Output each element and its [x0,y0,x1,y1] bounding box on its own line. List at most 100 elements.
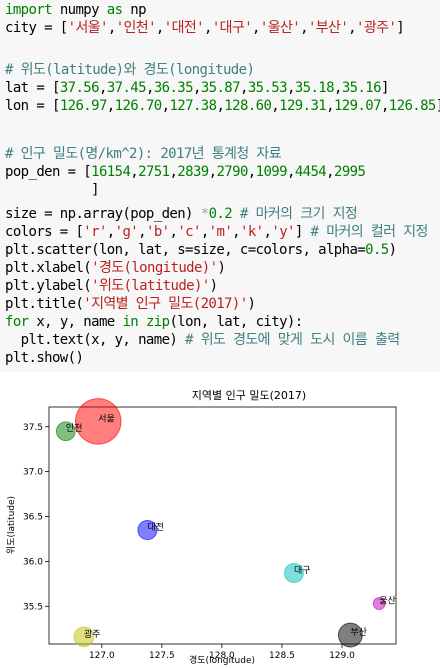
code-token: (lon, lat, city): [169,314,303,330]
code-token: ) [247,296,256,312]
code-line: plt.text(x, y, name) # 위도 경도에 맞게 도시 이름 출… [5,330,400,350]
code-token: 0.5 [365,242,389,258]
point-label: 광주 [84,628,101,640]
code-token: plt.title( [5,296,84,312]
code-line: city = ['서울','인천','대전','대구','울산','부산','광… [5,18,405,38]
code-token: 'r' [83,224,107,240]
y-axis-label: 위도(latitude) [6,496,17,554]
code-cell[interactable]: import numpy as np city = ['서울','인천','대전'… [0,0,440,372]
code-token: plt.xlabel( [5,260,92,276]
code-line: for x, y, name in zip(lon, lat, city): [5,312,303,332]
code-line: plt.scatter(lon, lat, s=size, c=colors, … [5,240,397,260]
code-token: # 마커의 컬러 지정 [310,224,429,240]
code-line: lon = [126.97,126.70,127.38,128.60,129.3… [5,96,440,116]
code-line: plt.title('지역별 인구 밀도(2017)') [5,294,256,314]
code-token: , [333,80,342,96]
code-token: '대전' [163,20,205,36]
code-token: 35.16 [341,80,382,96]
code-token: , [200,224,209,240]
y-tick-label: 37.0 [23,468,43,478]
point-label: 서울 [98,413,115,424]
code-token: ) [217,260,226,276]
code-token: , [286,164,295,180]
code-token: 2995 [333,164,366,180]
code-token: 16154 [91,164,131,180]
scatter-point [73,626,95,648]
code-line: import numpy as np [5,0,147,20]
code-token: plt.show() [5,350,84,366]
code-token: 36.35 [153,80,194,96]
code-token: '위도(latitude)' [91,278,210,294]
code-token: , [138,224,146,240]
code-token: 129.31 [279,98,327,114]
code-token: city = [ [5,20,68,36]
code-token: '부산' [307,20,349,36]
scatter-point [55,421,76,442]
code-token: , [239,80,248,96]
code-token: ] [396,20,405,36]
code-token: plt.text(x, y, name) [5,332,186,348]
code-token: , [247,164,256,180]
code-token: np [122,2,146,18]
code-token: , [300,20,308,36]
code-token [232,206,240,222]
code-token: 37.45 [106,80,147,96]
code-token: size = np.array(pop_den) [5,206,201,222]
code-token: 37.56 [59,80,100,96]
code-token: 'c' [177,224,201,240]
code-token: x, y, name [28,314,123,330]
code-token: 126.70 [114,98,163,114]
code-line: plt.xlabel('경도(longitude)') [5,258,226,278]
code-token: 127.38 [169,98,217,114]
code-line: lat = [37.56,37.45,36.35,35.87,35.53,35.… [5,78,389,98]
code-token: 'y' [271,224,295,240]
x-tick-label: 128.5 [269,651,295,661]
code-token: , [326,164,334,180]
code-token: , [98,80,107,96]
code-token: '울산' [259,20,301,36]
code-token: , [169,224,178,240]
scatter-point [137,519,158,541]
code-token: ] [380,80,389,96]
code-token: 128.60 [224,98,272,114]
x-tick-label: 128.0 [209,651,235,661]
code-line: # 인구 밀도(명/km^2): 2017년 통계청 자료 [5,144,282,164]
code-token: 35.53 [247,80,288,96]
code-token: , [380,98,389,114]
code-token: as [106,2,123,18]
code-token: , [263,224,272,240]
code-token: ) [209,278,218,294]
code-token: , [192,80,201,96]
code-token: 4454 [294,164,327,180]
scatter-point [283,563,304,584]
code-token: 'b' [145,224,170,240]
code-token: # 위도(latitude)와 경도(longitude) [5,62,255,78]
code-token: , [107,20,116,36]
code-token: '인천' [115,20,157,36]
code-token: , [348,20,357,36]
code-token: , [145,80,154,96]
code-token: 'g' [114,224,139,240]
code-token: 35.87 [200,80,241,96]
code-token: , [216,98,225,114]
code-token: import [5,2,53,18]
code-token: , [155,20,164,36]
code-token: , [286,80,295,96]
code-token: 'm' [208,224,233,240]
code-token: , [106,224,115,240]
code-token: 126.85 [388,98,437,114]
code-token: zip [145,314,170,330]
code-token: colors = [ [5,224,84,240]
x-tick-label: 127.0 [89,651,115,661]
code-token: , [106,98,115,114]
code-token: , [208,164,217,180]
code-token: 129.07 [333,98,382,114]
code-token: lat = [ [5,80,60,96]
code-token: , [130,164,139,180]
code-token: # 마커의 크기 지정 [239,206,358,222]
code-token: , [326,98,334,114]
plot-output: 지역별 인구 밀도(2017) 서울 인천 대전 대구 울산 부산 광주 127.0 127.… [0,372,440,666]
y-tick-label: 35.5 [23,602,43,612]
point-label: 인천 [66,423,83,434]
